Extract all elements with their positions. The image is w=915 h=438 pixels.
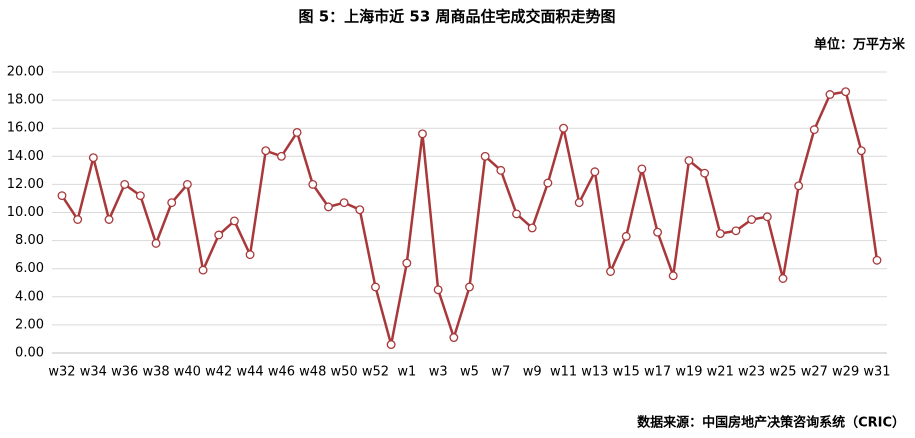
- source-label: 数据来源：中国房地产决策咨询系统（CRIC）: [637, 415, 905, 431]
- point-marker: [323, 202, 333, 212]
- x-tick-label: w23: [738, 365, 765, 380]
- point-marker: [512, 209, 521, 219]
- y-tick-label: 18.00: [7, 93, 44, 108]
- point-marker: [590, 167, 600, 177]
- point-marker: [465, 282, 474, 292]
- point-marker: [715, 229, 725, 239]
- x-tick-label: w19: [675, 365, 702, 380]
- x-tick-label: w32: [48, 365, 75, 380]
- x-tick-label: w52: [362, 365, 389, 380]
- point-marker: [684, 156, 694, 165]
- point-marker: [198, 265, 208, 275]
- unit-label: 单位：万平方米: [814, 37, 906, 53]
- point-marker: [151, 238, 161, 248]
- point-marker: [606, 267, 616, 276]
- x-tick-label: w46: [268, 365, 295, 380]
- point-marker: [762, 212, 772, 222]
- x-tick-label: w48: [299, 365, 326, 380]
- y-tick-label: 2.00: [15, 317, 44, 332]
- x-tick-label: w15: [613, 365, 640, 380]
- x-tick-label: w27: [801, 365, 828, 380]
- y-tick-label: 6.00: [15, 261, 44, 276]
- point-marker: [292, 127, 302, 137]
- x-tick-label: w7: [491, 365, 510, 380]
- point-marker: [88, 153, 98, 163]
- x-tick-label: w40: [174, 365, 201, 380]
- x-tick-label: w13: [581, 365, 608, 380]
- y-tick-label: 14.00: [7, 149, 44, 164]
- point-marker: [104, 215, 114, 224]
- x-tick-label: w50: [331, 365, 358, 380]
- x-tick-label: w5: [460, 365, 479, 380]
- point-marker: [402, 258, 412, 268]
- point-marker: [245, 250, 255, 260]
- point-marker: [809, 125, 819, 135]
- point-marker: [135, 191, 145, 201]
- point-marker: [668, 271, 678, 281]
- point-marker: [621, 231, 631, 241]
- point-marker: [637, 164, 647, 174]
- x-tick-label: w17: [644, 365, 671, 380]
- x-tick-label: w36: [111, 365, 138, 380]
- y-tick-label: 4.00: [15, 289, 44, 304]
- x-tick-label: w11: [550, 365, 577, 380]
- x-tick-label: w38: [142, 365, 169, 380]
- x-tick-label: w34: [80, 365, 107, 380]
- point-marker: [371, 282, 380, 292]
- point-marker: [559, 123, 568, 133]
- x-tick-label: w31: [863, 365, 890, 380]
- x-tick-label: w3: [429, 365, 448, 380]
- y-tick-label: 0.00: [15, 346, 44, 361]
- point-marker: [872, 255, 882, 265]
- x-tick-label: w9: [523, 365, 542, 380]
- point-marker: [182, 179, 192, 189]
- y-tick-label: 12.00: [7, 177, 44, 192]
- point-marker: [214, 230, 224, 240]
- y-tick-label: 16.00: [7, 121, 44, 136]
- point-marker: [747, 215, 757, 224]
- chart-title: 图 5：上海市近 53 周商品住宅成交面积走势图: [299, 8, 616, 26]
- point-marker: [574, 198, 584, 208]
- point-marker: [308, 179, 318, 189]
- point-marker: [856, 146, 866, 156]
- x-tick-label: w42: [205, 365, 232, 380]
- point-marker: [449, 333, 459, 342]
- point-marker: [355, 205, 365, 215]
- x-tick-label: w1: [397, 365, 416, 380]
- point-marker: [496, 165, 506, 175]
- x-tick-label: w25: [769, 365, 796, 380]
- point-marker: [433, 285, 443, 295]
- y-tick-label: 10.00: [7, 205, 44, 220]
- point-marker: [543, 178, 553, 188]
- point-marker: [825, 90, 835, 99]
- x-tick-label: w21: [707, 365, 734, 380]
- point-marker: [700, 168, 710, 178]
- point-marker: [778, 274, 788, 283]
- point-marker: [527, 223, 537, 233]
- point-marker: [794, 181, 804, 191]
- point-marker: [229, 216, 239, 226]
- point-marker: [480, 151, 490, 161]
- point-marker: [57, 191, 67, 201]
- point-marker: [731, 226, 741, 236]
- x-tick-label: w29: [832, 365, 859, 380]
- point-marker: [261, 146, 271, 156]
- point-marker: [276, 151, 286, 161]
- point-marker: [386, 340, 396, 350]
- point-marker: [841, 87, 851, 97]
- y-tick-label: 20.00: [7, 65, 44, 80]
- point-marker: [339, 198, 349, 208]
- point-marker: [73, 215, 83, 224]
- point-marker: [167, 198, 177, 208]
- point-marker: [120, 179, 130, 189]
- x-tick-label: w44: [236, 365, 263, 380]
- y-tick-label: 8.00: [15, 233, 44, 248]
- point-marker: [653, 227, 663, 237]
- point-marker: [418, 129, 427, 139]
